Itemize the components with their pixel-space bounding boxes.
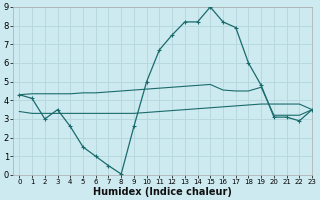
X-axis label: Humidex (Indice chaleur): Humidex (Indice chaleur) xyxy=(93,187,232,197)
